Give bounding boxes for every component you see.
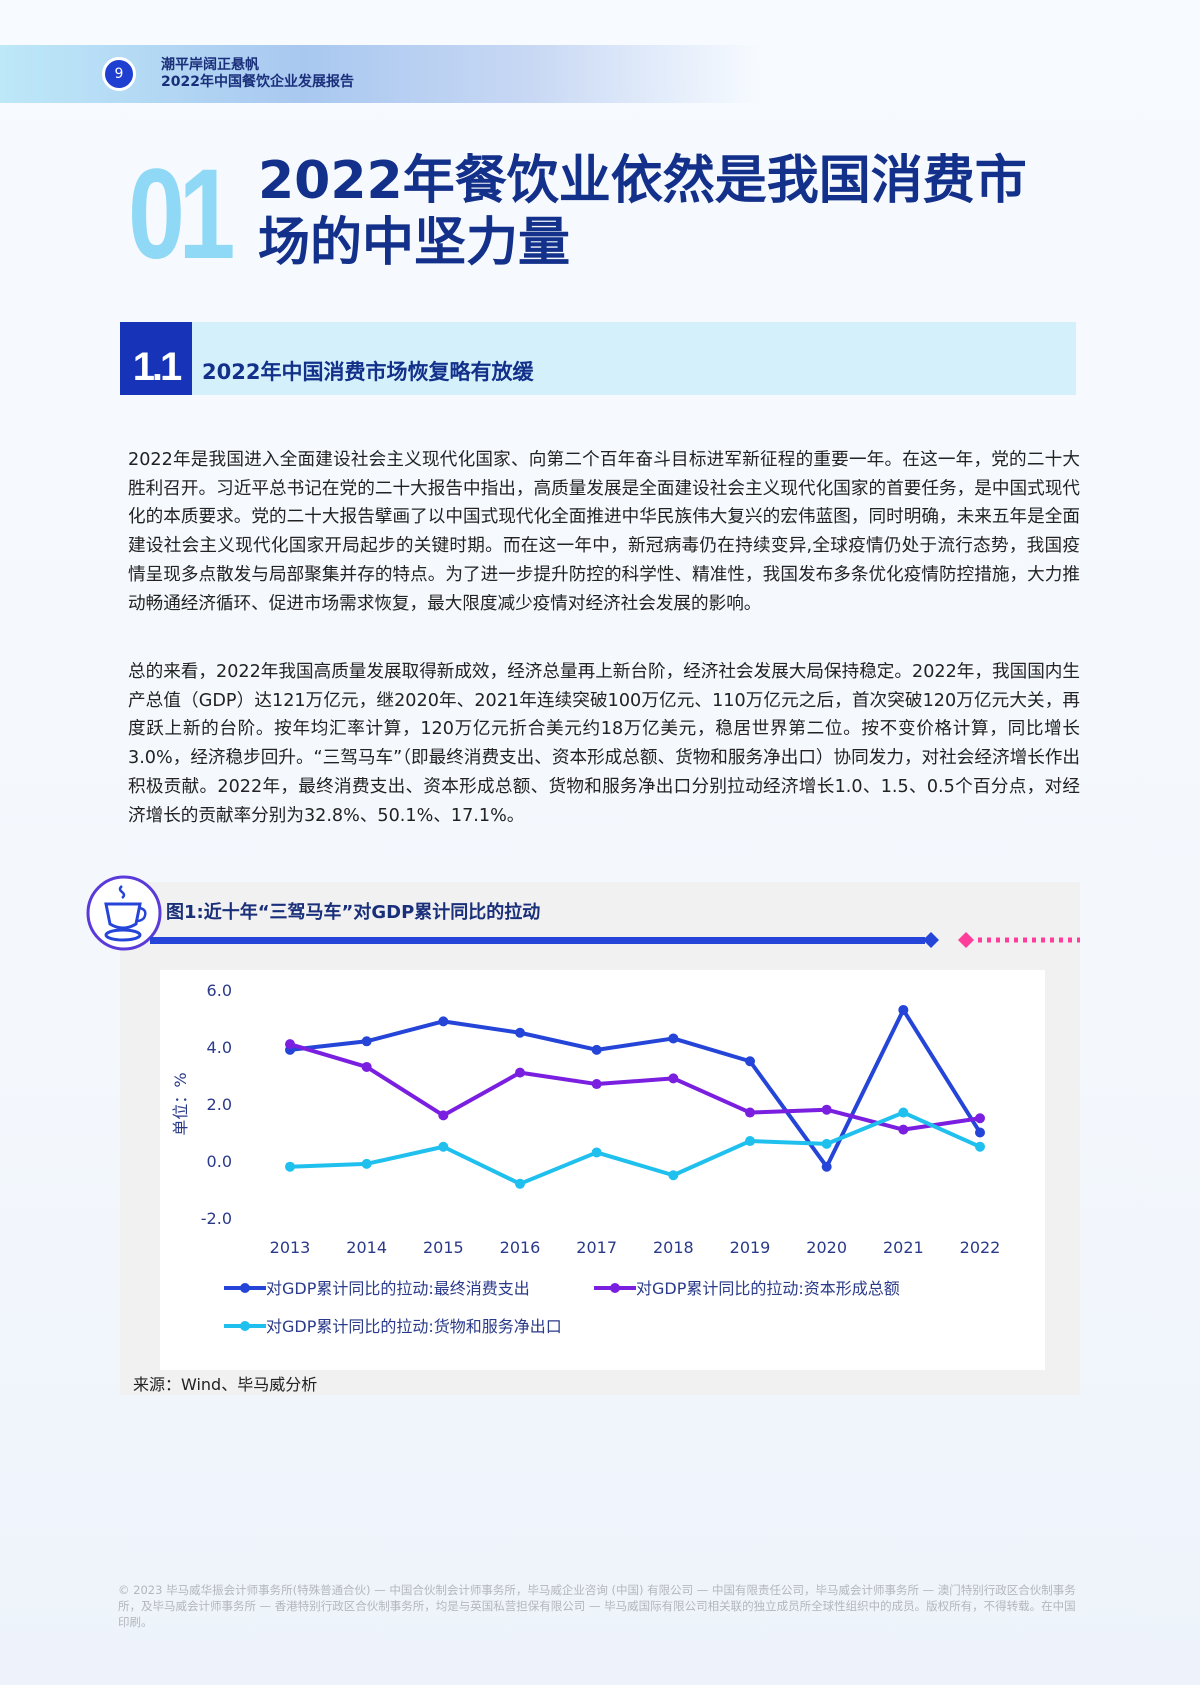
data-point — [361, 1036, 372, 1047]
data-point — [898, 1124, 909, 1135]
data-point — [975, 1141, 985, 1152]
coffee-cup-icon — [84, 872, 162, 954]
y-tick-label: 2.0 — [207, 1095, 232, 1114]
series-path — [289, 1042, 981, 1132]
data-point — [591, 1079, 602, 1090]
series-line — [285, 1039, 985, 1135]
legend-label: 对GDP累计同比的拉动:货物和服务净出口 — [266, 1317, 562, 1336]
data-point — [975, 1113, 985, 1124]
body-paragraph: 总的来看，2022年我国高质量发展取得新成效，经济总量再上新台阶，经济社会发展大… — [128, 662, 1080, 826]
x-tick-label: 2021 — [883, 1238, 924, 1257]
chapter-title-line2: 场的中坚力量 — [258, 213, 571, 273]
data-point — [515, 1178, 525, 1189]
x-tick-label: 2019 — [730, 1238, 771, 1257]
series-path — [289, 1110, 981, 1186]
data-point — [898, 1004, 909, 1015]
section-title: 2022年中国消费市场恢复略有放缓 — [202, 360, 534, 384]
data-point — [821, 1104, 832, 1115]
series-line — [285, 1004, 985, 1172]
y-tick-label: 4.0 — [207, 1038, 232, 1057]
data-point — [745, 1107, 755, 1118]
x-tick-label: 2016 — [500, 1238, 541, 1257]
title-underline — [150, 937, 925, 944]
y-tick-label: 6.0 — [207, 981, 232, 1000]
y-axis-label: 单位：% — [171, 1072, 190, 1135]
data-point — [821, 1161, 832, 1172]
series-path — [289, 1007, 982, 1169]
section-number: 1.1 — [120, 322, 192, 395]
x-tick-label: 2020 — [806, 1238, 847, 1257]
figure-title: 图1:近十年“三驾马车”对GDP累计同比的拉动 — [166, 902, 541, 923]
data-point — [821, 1138, 832, 1149]
data-point — [591, 1147, 602, 1158]
legend-label: 对GDP累计同比的拉动:最终消费支出 — [266, 1279, 530, 1298]
data-point — [438, 1016, 449, 1027]
chapter-title-line1: 2022年餐饮业依然是我国消费市 — [258, 151, 1027, 211]
data-point — [438, 1110, 449, 1121]
legend-label: 对GDP累计同比的拉动:资本形成总额 — [636, 1279, 900, 1298]
x-tick-label: 2013 — [270, 1238, 311, 1257]
figure-decor — [150, 932, 1080, 948]
figure-source: 来源：Wind、毕马威分析 — [133, 1375, 318, 1394]
diamond-marker — [923, 932, 939, 948]
chart-plot-area — [160, 970, 1045, 1370]
legend-item: 对GDP累计同比的拉动:资本形成总额 — [594, 1279, 900, 1298]
data-point — [361, 1061, 372, 1072]
data-point — [745, 1056, 755, 1067]
page-number-badge: 9 — [102, 57, 136, 91]
data-point — [591, 1044, 602, 1055]
header-report-title: 2022年中国餐饮企业发展报告 — [161, 74, 354, 90]
y-tick-label: 0.0 — [207, 1152, 232, 1171]
x-tick-label: 2018 — [653, 1238, 694, 1257]
x-tick-label: 2014 — [346, 1238, 387, 1257]
data-point — [361, 1158, 372, 1169]
x-tick-label: 2015 — [423, 1238, 464, 1257]
data-point — [745, 1136, 755, 1147]
data-point — [668, 1073, 679, 1084]
x-tick-label: 2022 — [960, 1238, 1001, 1257]
header-slogan: 潮平岸阔正悬帆 — [161, 57, 259, 73]
legend-item: 对GDP累计同比的拉动:货物和服务净出口 — [224, 1317, 562, 1336]
data-point — [515, 1027, 525, 1038]
copyright-footer: © 2023 毕马威华振会计师事务所(特殊普通合伙) — 中国合伙制会计师事务所… — [118, 1583, 1076, 1629]
body-paragraph: 2022年是我国进入全面建设社会主义现代化国家、向第二个百年奋斗目标进军新征程的… — [128, 450, 1080, 614]
x-tick-label: 2017 — [576, 1238, 617, 1257]
data-point — [668, 1170, 679, 1181]
data-point — [438, 1141, 449, 1152]
legend-item: 对GDP累计同比的拉动:最终消费支出 — [224, 1279, 530, 1298]
chapter-number: 01 — [128, 143, 236, 286]
data-point — [515, 1067, 525, 1078]
series-line — [285, 1107, 985, 1189]
data-point — [898, 1107, 909, 1118]
y-tick-label: -2.0 — [201, 1209, 232, 1228]
data-point — [285, 1039, 295, 1050]
data-point — [668, 1033, 679, 1044]
data-point — [285, 1161, 295, 1172]
diamond-marker-pink — [958, 932, 974, 948]
data-point — [975, 1127, 985, 1138]
section-bar — [120, 322, 1076, 395]
line-chart: 6.0 4.0 2.0 0.0 -2.0 2013 2014 2015 2016 2017 2018… — [171, 981, 1001, 1336]
